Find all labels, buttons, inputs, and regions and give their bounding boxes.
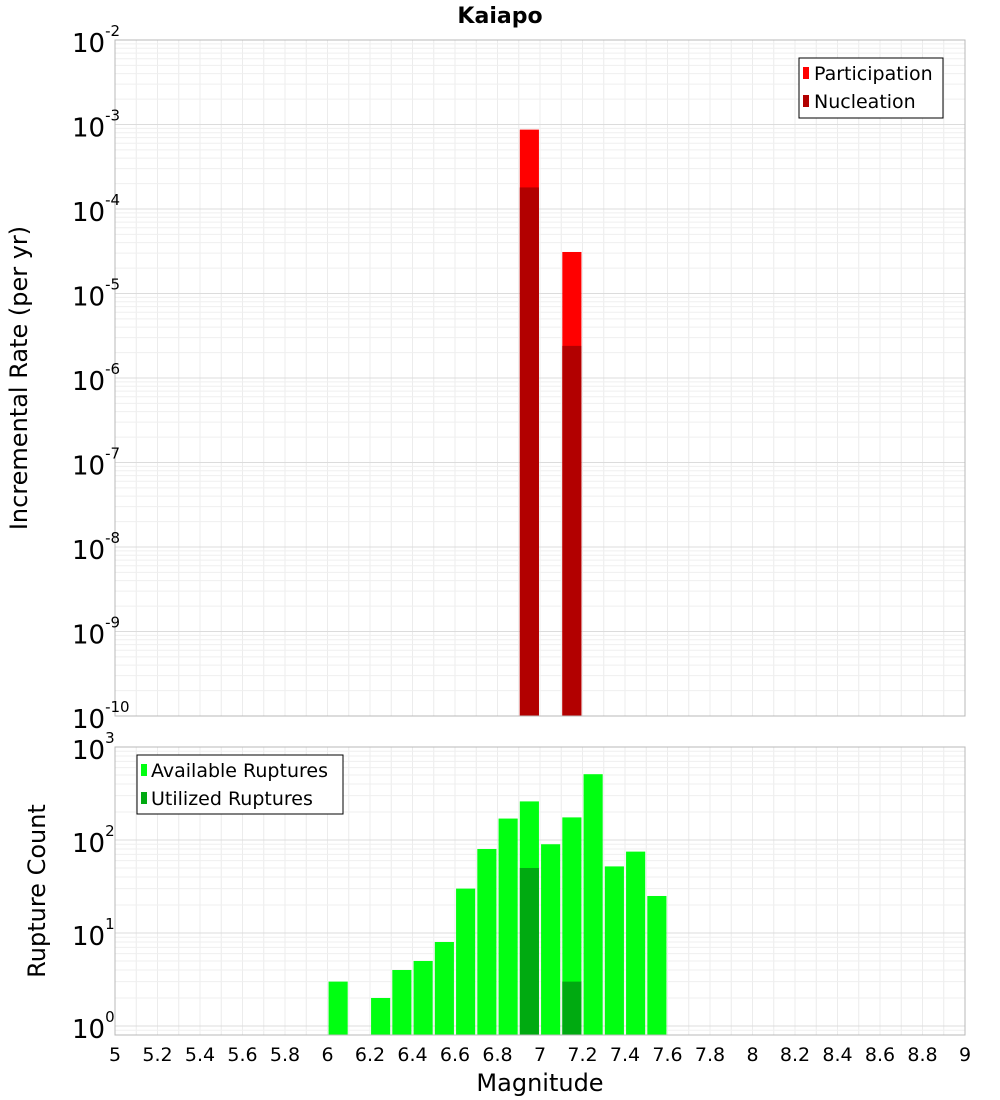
x-tick-label: 8 (746, 1044, 758, 1066)
top-legend-box (798, 57, 944, 119)
bottom-y-ticks: 100 101 102 103 (72, 729, 115, 1045)
x-tick-label: 5 (109, 1044, 121, 1066)
bottom-y-tick-label: 101 (72, 915, 115, 952)
top-y-tick-label: 10-2 (72, 22, 120, 59)
top-y-tick-label: 10-7 (72, 445, 120, 482)
x-tick-label: 7 (534, 1044, 546, 1066)
top-panel: 10-10 10-9 10-8 10-7 10-6 10-5 10-4 10-3 10-2 In… (5, 22, 966, 735)
legend-swatch-participation (803, 67, 809, 79)
top-y-tick-label: 10-8 (72, 529, 120, 566)
legend-swatch-nucleation (803, 95, 809, 107)
x-tick-label: 6.8 (482, 1044, 512, 1066)
top-y-tick-label: 10-5 (72, 276, 120, 313)
top-y-tick-label: 10-3 (72, 107, 120, 144)
top-y-axis-label: Incremental Rate (per yr) (5, 226, 33, 530)
x-tick-label: 8.6 (865, 1044, 895, 1066)
top-y-tick-label: 10-4 (72, 191, 120, 228)
chart-title: Kaiapo (457, 4, 542, 29)
bottom-y-tick-label: 100 (72, 1008, 115, 1045)
legend-label-nucleation: Nucleation (814, 91, 916, 113)
bar-available-ruptures (456, 888, 476, 1035)
top-y-tick-label: 10-9 (72, 614, 120, 651)
bottom-y-tick-label: 103 (72, 729, 115, 766)
x-tick-label: 9 (959, 1044, 971, 1066)
bottom-y-tick-label: 102 (72, 822, 115, 859)
x-tick-label: 8.2 (780, 1044, 810, 1066)
legend-label-utilized: Utilized Ruptures (151, 788, 313, 810)
bar-nucleation (562, 345, 582, 716)
top-gridlines (114, 39, 966, 717)
x-tick-label: 5.6 (227, 1044, 257, 1066)
x-tick-label: 7.6 (652, 1044, 682, 1066)
bar-available-ruptures (498, 818, 518, 1035)
x-tick-label: 6 (321, 1044, 333, 1066)
legend-label-participation: Participation (814, 63, 933, 85)
bar-available-ruptures (392, 969, 412, 1035)
top-y-ticks: 10-10 10-9 10-8 10-7 10-6 10-5 10-4 10-3 10-2 (72, 22, 130, 735)
bar-available-ruptures (541, 844, 561, 1035)
bar-available-ruptures (626, 851, 646, 1035)
bar-available-ruptures (477, 849, 497, 1035)
bottom-legend: Available Ruptures Utilized Ruptures (136, 754, 344, 815)
x-tick-label: 5.4 (185, 1044, 215, 1066)
x-tick-label: 5.8 (270, 1044, 300, 1066)
bar-available-ruptures (371, 997, 391, 1035)
bar-available-ruptures (604, 866, 624, 1035)
top-legend: Participation Nucleation (798, 57, 944, 119)
x-tick-label: 5.2 (142, 1044, 172, 1066)
bottom-plot-border (114, 746, 966, 1036)
x-tick-label: 6.2 (355, 1044, 385, 1066)
top-y-tick-label: 10-10 (72, 698, 130, 735)
bar-utilized-ruptures (519, 867, 539, 1035)
x-axis-label: Magnitude (476, 1069, 603, 1097)
x-tick-label: 8.4 (822, 1044, 852, 1066)
legend-swatch-utilized (141, 792, 147, 804)
legend-swatch-available (141, 764, 147, 776)
x-tick-label: 7.4 (610, 1044, 640, 1066)
top-plot-border (114, 39, 966, 717)
bar-available-ruptures (434, 942, 454, 1035)
bottom-legend-box (136, 754, 344, 815)
x-tick-label: 6.4 (397, 1044, 427, 1066)
bottom-bars (328, 774, 667, 1035)
bar-available-ruptures (583, 774, 603, 1035)
bottom-panel: 100 101 102 103 5 5.2 5.4 5.6 5.8 6 6.2 6.4 6.6 6.8 7… (23, 729, 971, 1097)
x-tick-label: 7.8 (695, 1044, 725, 1066)
bar-nucleation (519, 187, 539, 717)
x-tick-label: 6.6 (440, 1044, 470, 1066)
legend-label-available: Available Ruptures (151, 760, 328, 782)
bar-available-ruptures (562, 817, 582, 1035)
top-y-tick-label: 10-6 (72, 360, 120, 397)
bottom-y-axis-label: Rupture Count (23, 804, 51, 978)
x-tick-label: 7.2 (567, 1044, 597, 1066)
x-tick-label: 8.8 (907, 1044, 937, 1066)
bar-available-ruptures (647, 895, 667, 1035)
x-ticks: 5 5.2 5.4 5.6 5.8 6 6.2 6.4 6.6 6.8 7 7.2 7.4 7.6 7.8 8… (109, 1044, 971, 1066)
bar-available-ruptures (328, 981, 348, 1035)
bar-available-ruptures (413, 960, 433, 1035)
bar-utilized-ruptures (562, 981, 582, 1035)
top-bars (519, 129, 582, 717)
